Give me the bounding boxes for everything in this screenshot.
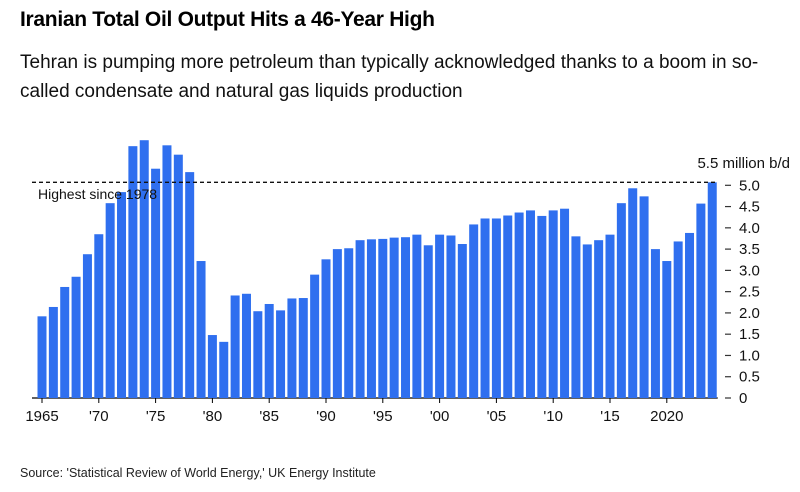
x-tick-label: 1965: [25, 408, 58, 425]
bar-2010: [548, 210, 558, 398]
y-tick-label: 1.0: [739, 347, 760, 364]
bar-2013: [582, 244, 592, 398]
bar-1991: [332, 249, 342, 398]
bar-1996: [389, 237, 399, 398]
bar-1981: [219, 341, 229, 398]
bar-2014: [594, 240, 604, 398]
bar-1999: [423, 245, 433, 398]
bar-1979: [196, 261, 206, 398]
x-tick-label: '70: [89, 408, 109, 425]
y-tick-label: 2.0: [739, 305, 760, 322]
bar-2005: [491, 218, 501, 398]
bar-2015: [605, 234, 615, 398]
y-tick-label: 3.5: [739, 241, 760, 258]
bar-1998: [412, 234, 422, 398]
x-tick-label: '00: [430, 408, 450, 425]
x-tick-label: '95: [373, 408, 393, 425]
bar-2012: [571, 236, 581, 398]
bar-2002: [457, 244, 467, 398]
bar-2009: [537, 215, 547, 398]
bar-1988: [298, 298, 308, 398]
bar-1997: [401, 237, 411, 398]
bar-1995: [378, 238, 388, 398]
bar-2022: [685, 232, 695, 398]
y-tick-label: 0: [739, 390, 747, 407]
chart-title: Iranian Total Oil Output Hits a 46-Year …: [20, 8, 435, 31]
bar-1985: [264, 303, 274, 398]
bar-2011: [560, 208, 570, 398]
y-tick-label: 5.0: [739, 177, 760, 194]
bar-1992: [344, 248, 354, 398]
x-tick-label: '10: [543, 408, 563, 425]
chart-subtitle: Tehran is pumping more petroleum than ty…: [20, 52, 759, 102]
bar-2016: [616, 203, 626, 398]
bar-2006: [503, 215, 513, 398]
bar-2007: [514, 212, 524, 398]
bar-1974: [139, 140, 149, 398]
bar-1977: [173, 154, 183, 398]
bar-2019: [650, 249, 660, 398]
bar-1987: [287, 298, 297, 398]
bar-1990: [321, 259, 331, 398]
bar-2000: [435, 234, 445, 398]
bar-1973: [128, 146, 138, 398]
bar-1984: [253, 311, 263, 398]
bar-1989: [310, 274, 320, 398]
bar-1966: [48, 306, 58, 398]
bar-2024: [707, 182, 717, 398]
bar-1993: [355, 240, 365, 398]
bar-2018: [639, 196, 649, 398]
x-tick-label: '85: [259, 408, 279, 425]
bar-1972: [117, 192, 127, 398]
bar-2017: [628, 188, 638, 398]
bar-2004: [480, 218, 490, 398]
bar-1983: [241, 293, 251, 398]
bar-2020: [662, 261, 672, 398]
bar-1975: [151, 168, 161, 398]
bar-2001: [446, 235, 456, 398]
y-tick-label: 4.0: [739, 220, 760, 237]
y-unit-label: 5.5 million b/d: [697, 155, 790, 172]
bar-1994: [366, 239, 376, 398]
y-tick-label: 3.0: [739, 262, 760, 279]
bar-1980: [207, 335, 217, 398]
bar-1969: [82, 254, 92, 398]
bar-2008: [525, 210, 535, 398]
bar-1967: [60, 286, 70, 398]
bar-1982: [230, 295, 240, 398]
x-tick-label: '05: [487, 408, 507, 425]
y-tick-label: 2.5: [739, 284, 760, 301]
bar-1968: [71, 276, 81, 398]
reference-line-label: Highest since 1978: [38, 186, 157, 202]
y-tick-label: 4.5: [739, 199, 760, 216]
source-note: Source: 'Statistical Review of World Ene…: [20, 466, 376, 480]
bar-2021: [673, 241, 683, 398]
x-tick-label: 2020: [650, 408, 683, 425]
bar-1976: [162, 145, 172, 398]
bar-1986: [276, 310, 286, 398]
y-tick-label: 0.5: [739, 369, 760, 386]
bar-2023: [696, 203, 706, 398]
bar-1971: [105, 203, 115, 398]
bar-1978: [185, 172, 195, 398]
x-tick-label: '80: [203, 408, 223, 425]
x-tick-label: '90: [316, 408, 336, 425]
x-tick-label: '15: [600, 408, 620, 425]
y-tick-label: 1.5: [739, 326, 760, 343]
x-tick-label: '75: [146, 408, 166, 425]
bar-1970: [94, 234, 104, 398]
bar-2003: [469, 224, 479, 398]
bar-1965: [37, 316, 47, 398]
